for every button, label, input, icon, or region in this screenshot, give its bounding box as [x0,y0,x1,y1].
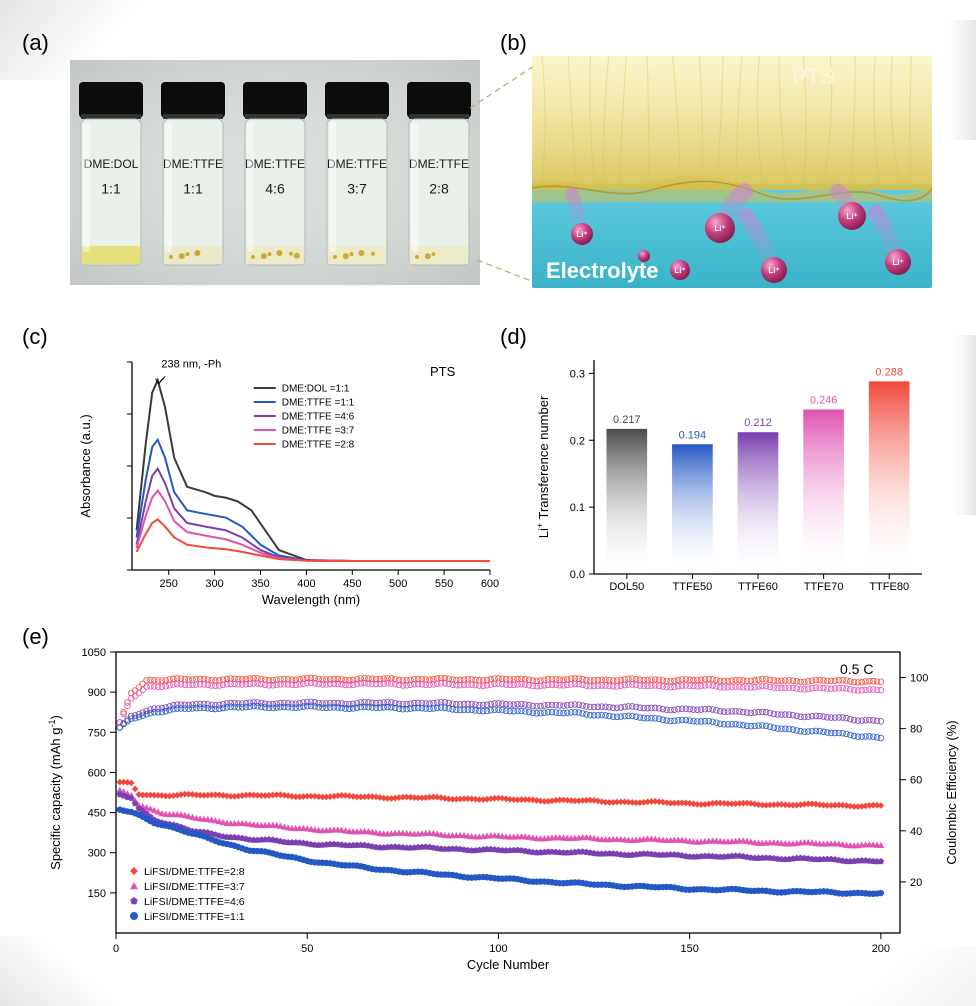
svg-text:DME:TTFE =1:1: DME:TTFE =1:1 [282,398,355,409]
svg-text:0.3: 0.3 [570,368,585,380]
svg-text:20: 20 [910,877,922,889]
svg-text:0.246: 0.246 [810,394,838,406]
svg-text:150: 150 [680,943,698,955]
svg-text:600: 600 [88,767,106,779]
svg-text:750: 750 [88,727,106,739]
svg-text:DOL50: DOL50 [609,581,644,593]
svg-text:300: 300 [88,848,106,860]
svg-text:TTFE70: TTFE70 [804,581,844,593]
svg-text:Cycle Number: Cycle Number [467,957,550,972]
panel-e: 0 50 100 150 200 150 300 450 600 750 900 1050 20 40 60… [40,640,970,975]
svg-text:Electrolyte: Electrolyte [546,258,659,283]
panel-a: DME:DOL1:1DME:TTFE1:1DME:TTFE4:6DME:TTFE… [70,60,480,285]
svg-text:2:8: 2:8 [429,181,449,197]
panel-label-b: (b) [500,30,527,56]
svg-text:TTFE50: TTFE50 [673,581,713,593]
svg-text:PTS: PTS [430,364,456,379]
svg-text:DME:TTFE =3:7: DME:TTFE =3:7 [282,426,355,437]
svg-text:200: 200 [872,943,890,955]
panel-label-d: (d) [500,324,527,350]
svg-text:0.1: 0.1 [570,502,585,514]
svg-text:0.217: 0.217 [613,414,641,426]
svg-text:0.194: 0.194 [679,429,707,441]
svg-text:4:6: 4:6 [265,181,285,197]
svg-text:0.212: 0.212 [744,417,772,429]
svg-text:0.2: 0.2 [570,435,585,447]
svg-text:Li⁺: Li⁺ [768,266,779,275]
svg-text:LiFSI/DME:TTFE=2:8: LiFSI/DME:TTFE=2:8 [144,866,245,878]
svg-text:450: 450 [343,578,361,590]
panel-d: 0.0 0.1 0.2 0.3 0.217 DOL50 0.194 TTFE50 0.212 TT… [530,350,930,610]
svg-text:Li⁺: Li⁺ [714,224,725,233]
svg-text:DME:DOL: DME:DOL [84,157,139,171]
svg-text:250: 250 [160,578,178,590]
svg-text:300: 300 [205,578,223,590]
svg-text:TTFE80: TTFE80 [869,581,909,593]
svg-text:550: 550 [435,578,453,590]
svg-text:Coulombic Efficiency (%): Coulombic Efficiency (%) [944,720,959,864]
svg-text:238 nm, -Ph: 238 nm, -Ph [161,358,221,370]
panel-c: 250 300 350 400 450 500 550 600 238 nm, -Ph Wavel… [70,350,500,610]
svg-text:100: 100 [910,673,928,685]
svg-text:Absorbance (a.u.): Absorbance (a.u.) [78,414,93,517]
svg-text:LiFSI/DME:TTFE=3:7: LiFSI/DME:TTFE=3:7 [144,881,245,893]
svg-text:Li+ Transference number: Li+ Transference number [535,395,551,538]
svg-text:0.0: 0.0 [570,569,585,581]
svg-text:Specific capacity (mAh g-1): Specific capacity (mAh g-1) [47,715,63,870]
svg-text:DME:TTFE =2:8: DME:TTFE =2:8 [282,440,355,451]
svg-text:LiFSI/DME:TTFE=1:1: LiFSI/DME:TTFE=1:1 [144,911,245,923]
svg-text:0.5 C: 0.5 C [840,661,873,677]
svg-text:1:1: 1:1 [101,181,121,197]
svg-text:Li⁺: Li⁺ [576,230,587,239]
svg-text:3:7: 3:7 [347,181,367,197]
svg-text:50: 50 [301,943,313,955]
svg-text:1:1: 1:1 [183,181,203,197]
svg-text:80: 80 [910,724,922,736]
svg-text:TTFE60: TTFE60 [738,581,778,593]
svg-text:Wavelength (nm): Wavelength (nm) [262,592,361,607]
figure-page: { "labels": { "a": "(a)", "b": "(b)", "c… [0,0,976,1006]
svg-text:DME:TTFE =4:6: DME:TTFE =4:6 [282,412,355,423]
svg-text:600: 600 [481,578,499,590]
svg-text:450: 450 [88,808,106,820]
svg-text:LiFSI/DME:TTFE=4:6: LiFSI/DME:TTFE=4:6 [144,896,245,908]
svg-text:DME:DOL =1:1: DME:DOL =1:1 [282,384,350,395]
svg-text:400: 400 [297,578,315,590]
svg-text:Li⁺: Li⁺ [674,266,685,275]
svg-text:1050: 1050 [82,647,106,659]
svg-text:Li⁺: Li⁺ [892,258,903,267]
svg-text:PTS: PTS [792,64,835,89]
svg-text:0.288: 0.288 [875,366,903,378]
svg-text:0: 0 [113,943,119,955]
svg-text:Li⁺: Li⁺ [846,212,857,221]
svg-text:150: 150 [88,888,106,900]
panel-label-c: (c) [22,324,48,350]
svg-text:500: 500 [389,578,407,590]
svg-text:60: 60 [910,775,922,787]
svg-text:350: 350 [251,578,269,590]
svg-text:40: 40 [910,826,922,838]
panel-b: Li⁺ Li⁺ Li⁺ Li⁺ Li⁺ Li⁺ PTS Electrolyte [532,56,932,288]
panel-label-a: (a) [22,30,49,56]
svg-text:900: 900 [88,687,106,699]
svg-text:100: 100 [489,943,507,955]
